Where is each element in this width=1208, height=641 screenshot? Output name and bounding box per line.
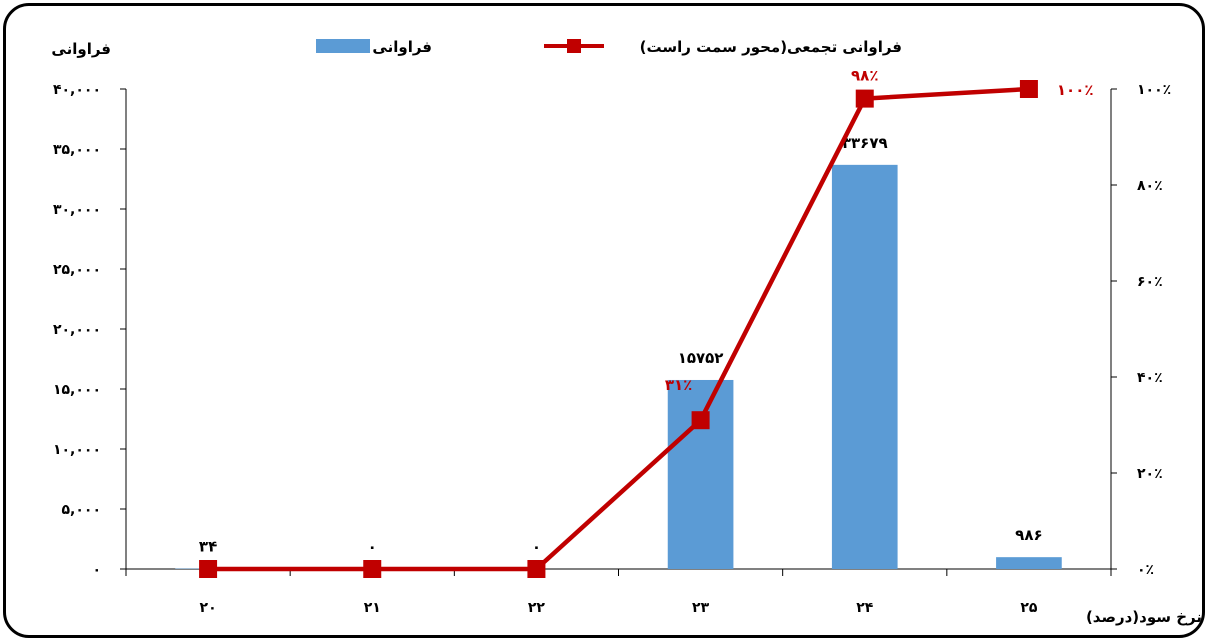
- cumulative-line: [208, 86, 1030, 572]
- x-tick-label: ۲۴: [856, 600, 874, 616]
- y2-tick-label: ۴۰٪: [1137, 370, 1163, 386]
- line-marker: [363, 560, 382, 578]
- legend: فراوانی فراوانی تجمعی(محور سمت راست): [316, 38, 902, 56]
- y-tick-label: ۱۵,۰۰۰: [53, 382, 101, 398]
- line-data-label: ۳۱٪: [665, 376, 692, 394]
- y-axis-title: فراوانی: [51, 40, 111, 58]
- legend-bar-swatch: [316, 39, 370, 53]
- y2-tick-label: ۶۰٪: [1137, 274, 1163, 290]
- line-marker: [1019, 80, 1038, 98]
- y-tick-label: ۲۵,۰۰۰: [53, 262, 101, 278]
- line-marker: [527, 560, 546, 578]
- y-tick-label: ۴۰,۰۰۰: [53, 82, 101, 98]
- bar-data-label: ۳۳۶۷۹: [842, 134, 888, 152]
- x-tick-label: ۲۵: [1020, 600, 1038, 616]
- line-marker: [691, 411, 710, 430]
- y-tick-label: ۱۰,۰۰۰: [53, 442, 101, 458]
- bar: [996, 557, 1062, 569]
- chart-frame: فراوانی نرخ سود(درصد) فراوانی فراوانی تج…: [3, 3, 1205, 638]
- y2-tick-label: ۸۰٪: [1137, 178, 1163, 194]
- x-tick-label: ۲۳: [692, 600, 710, 616]
- plot-area: ۰ ۵,۰۰۰ ۱۰,۰۰۰ ۱۵,۰۰۰ ۲۰,۰۰۰ ۲۵,۰۰۰ ۳۰,۰۰۰ ۳۵,۰…: [53, 67, 1171, 616]
- y-tick-label: ۲۰,۰۰۰: [53, 322, 101, 338]
- y2-tick-label: ۰٪: [1137, 562, 1154, 578]
- bar-data-label: ۱۵۷۵۲: [678, 349, 724, 367]
- x-tick-label: ۲۱: [364, 600, 381, 616]
- y-tick-label: ۵,۰۰۰: [62, 502, 102, 518]
- line-marker: [855, 89, 874, 108]
- bar-data-label: ۳۴: [199, 538, 217, 556]
- bar: [831, 164, 898, 570]
- chart-svg: فراوانی نرخ سود(درصد) فراوانی فراوانی تج…: [51, 38, 1202, 626]
- bar-data-label: ۹۸۶: [1015, 526, 1042, 544]
- x-tick-label: ۲۰: [200, 600, 217, 616]
- bar-data-label: ۰: [368, 538, 377, 556]
- x-tick-label: ۲۲: [528, 600, 546, 616]
- legend-line-label: فراوانی تجمعی(محور سمت راست): [640, 38, 902, 56]
- x-axis-title: نرخ سود(درصد): [1086, 608, 1202, 626]
- y2-tick-label: ۲۰٪: [1137, 466, 1163, 482]
- legend-bar-label: فراوانی: [372, 38, 432, 56]
- line-data-label: ۹۸٪: [851, 67, 878, 85]
- bar-data-label: ۰: [532, 538, 541, 556]
- bar: [667, 379, 734, 569]
- y-tick-label: ۳۵,۰۰۰: [53, 142, 101, 158]
- line-data-label: ۱۰۰٪: [1057, 81, 1094, 99]
- y2-tick-label: ۱۰۰٪: [1137, 82, 1171, 98]
- y-tick-label: ۳۰,۰۰۰: [53, 202, 101, 218]
- y-tick-label: ۰: [92, 562, 101, 578]
- line-marker: [199, 560, 218, 578]
- legend-line-marker: [567, 39, 581, 53]
